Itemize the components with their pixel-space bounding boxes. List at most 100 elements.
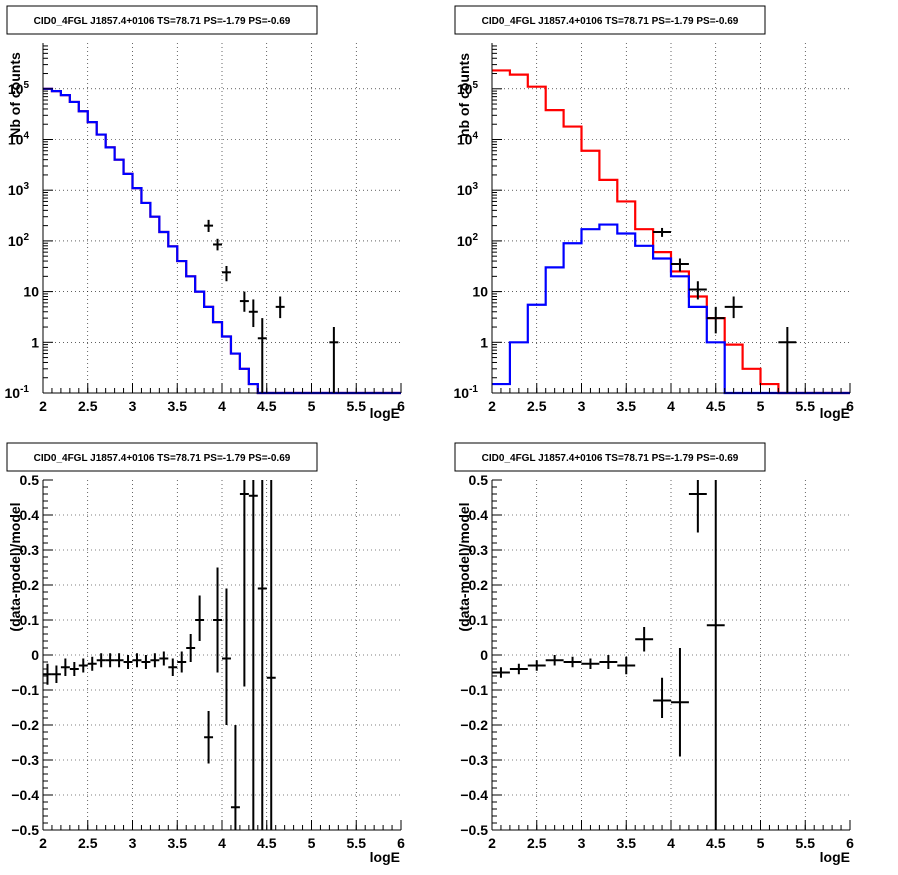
data-point xyxy=(204,711,214,764)
title-box: CID0_4FGL J1857.4+0106 TS=78.71 PS=-1.79… xyxy=(454,5,766,35)
y-tick-label: 103 xyxy=(8,181,30,198)
x-tick-label: 2 xyxy=(488,835,496,851)
y-tick-label: 10-1 xyxy=(454,384,479,401)
data-point xyxy=(177,651,187,673)
x-tick-label: 3.5 xyxy=(617,398,637,414)
data-point xyxy=(204,219,214,232)
x-tick-label: 3 xyxy=(129,398,137,414)
y-tick-label: 103 xyxy=(457,181,479,198)
y-axis-label: Nb of counts xyxy=(7,52,23,138)
data-point xyxy=(87,656,97,671)
data-point xyxy=(688,480,707,533)
data-point xyxy=(653,677,671,718)
data-point xyxy=(69,662,79,676)
data-point xyxy=(706,306,725,334)
x-tick-label: 6 xyxy=(846,398,854,414)
x-tick-label: 3.5 xyxy=(168,835,188,851)
y-tick-label: −0.4 xyxy=(460,787,488,803)
title-box-frame xyxy=(6,442,318,472)
data-point xyxy=(150,653,160,668)
x-tick-label: 6 xyxy=(846,835,854,851)
x-tick-label: 5 xyxy=(308,835,316,851)
title-box: CID0_4FGL J1857.4+0106 TS=78.71 PS=-1.79… xyxy=(6,5,318,35)
x-tick-label: 4 xyxy=(218,398,226,414)
data-point xyxy=(563,656,582,668)
panel-title: CID0_4FGL J1857.4+0106 TS=78.71 PS=-1.79… xyxy=(34,16,291,27)
y-tick-label: 105 xyxy=(8,80,30,97)
y-tick-label: 0.5 xyxy=(469,472,489,488)
data-point xyxy=(275,296,285,319)
data-point xyxy=(724,296,743,319)
x-axis-label: logE xyxy=(370,849,400,865)
x-tick-label: 5.5 xyxy=(347,835,367,851)
y-axis-label: (data-model)/model xyxy=(7,502,23,631)
x-tick-label: 4.5 xyxy=(706,398,726,414)
y-tick-label: 0.1 xyxy=(20,612,40,628)
panel-top-right: CID0_4FGL J1857.4+0106 TS=78.71 PS=-1.79… xyxy=(454,5,854,421)
x-tick-label: 2 xyxy=(39,835,47,851)
data-point xyxy=(60,658,70,676)
data-point xyxy=(239,291,249,312)
x-tick-label: 5 xyxy=(757,398,765,414)
plot-area xyxy=(492,43,850,393)
data-point xyxy=(492,667,510,678)
x-tick-label: 4 xyxy=(667,835,675,851)
x-tick-label: 6 xyxy=(397,835,405,851)
y-tick-label: −0.1 xyxy=(460,682,488,698)
data-point xyxy=(230,725,240,830)
y-tick-label: 104 xyxy=(8,130,30,147)
x-tick-label: 5.5 xyxy=(347,398,367,414)
data-point xyxy=(141,655,151,669)
x-tick-label: 4 xyxy=(667,398,675,414)
x-tick-label: 4 xyxy=(218,835,226,851)
y-tick-label: −0.3 xyxy=(11,752,39,768)
data-point xyxy=(671,258,689,272)
x-tick-label: 3 xyxy=(578,835,586,851)
y-axis-label: (data-model)/model xyxy=(456,502,472,631)
y-tick-label: 102 xyxy=(457,232,479,249)
y-axis-label: nb of counts xyxy=(456,53,472,137)
y-tick-label: 0.3 xyxy=(469,542,489,558)
x-tick-label: 3 xyxy=(578,398,586,414)
data-point xyxy=(581,658,600,669)
data-point xyxy=(266,480,276,830)
y-tick-label: 1 xyxy=(31,334,39,350)
data-point xyxy=(159,651,169,666)
y-tick-label: 105 xyxy=(457,80,479,97)
x-tick-label: 5 xyxy=(308,398,316,414)
x-axis-label: logE xyxy=(370,405,400,421)
y-tick-label: −0.3 xyxy=(460,752,488,768)
x-tick-label: 4.5 xyxy=(257,398,277,414)
x-tick-label: 2 xyxy=(39,398,47,414)
title-box-frame xyxy=(6,5,318,35)
data-point xyxy=(257,480,267,830)
title-box-frame xyxy=(454,5,766,35)
data-point xyxy=(706,480,725,830)
y-tick-label: 0 xyxy=(480,647,488,663)
y-tick-label: 0.4 xyxy=(469,507,489,523)
data-point xyxy=(599,655,618,669)
panel-bottom-right: CID0_4FGL J1857.4+0106 TS=78.71 PS=-1.79… xyxy=(454,442,854,865)
data-point xyxy=(688,281,707,300)
x-tick-label: 2 xyxy=(488,398,496,414)
data-point xyxy=(105,653,115,668)
x-tick-label: 2.5 xyxy=(78,835,98,851)
y-tick-label: −0.5 xyxy=(11,822,39,838)
y-tick-label: −0.2 xyxy=(460,717,488,733)
title-box: CID0_4FGL J1857.4+0106 TS=78.71 PS=-1.79… xyxy=(6,442,318,472)
y-tick-label: 0.3 xyxy=(20,542,40,558)
y-tick-label: −0.2 xyxy=(11,717,39,733)
data-point xyxy=(96,653,106,668)
data-point xyxy=(617,656,636,675)
panel-bottom-left: CID0_4FGL J1857.4+0106 TS=78.71 PS=-1.79… xyxy=(6,442,405,865)
data-point xyxy=(114,653,124,668)
title-box: CID0_4FGL J1857.4+0106 TS=78.71 PS=-1.79… xyxy=(454,442,766,472)
data-point xyxy=(671,648,689,757)
data-point xyxy=(248,299,258,328)
y-tick-label: 0 xyxy=(31,647,39,663)
x-axis-label: logE xyxy=(820,405,850,421)
data-point xyxy=(329,327,339,393)
y-tick-label: −0.5 xyxy=(460,822,488,838)
data-point xyxy=(509,663,528,675)
